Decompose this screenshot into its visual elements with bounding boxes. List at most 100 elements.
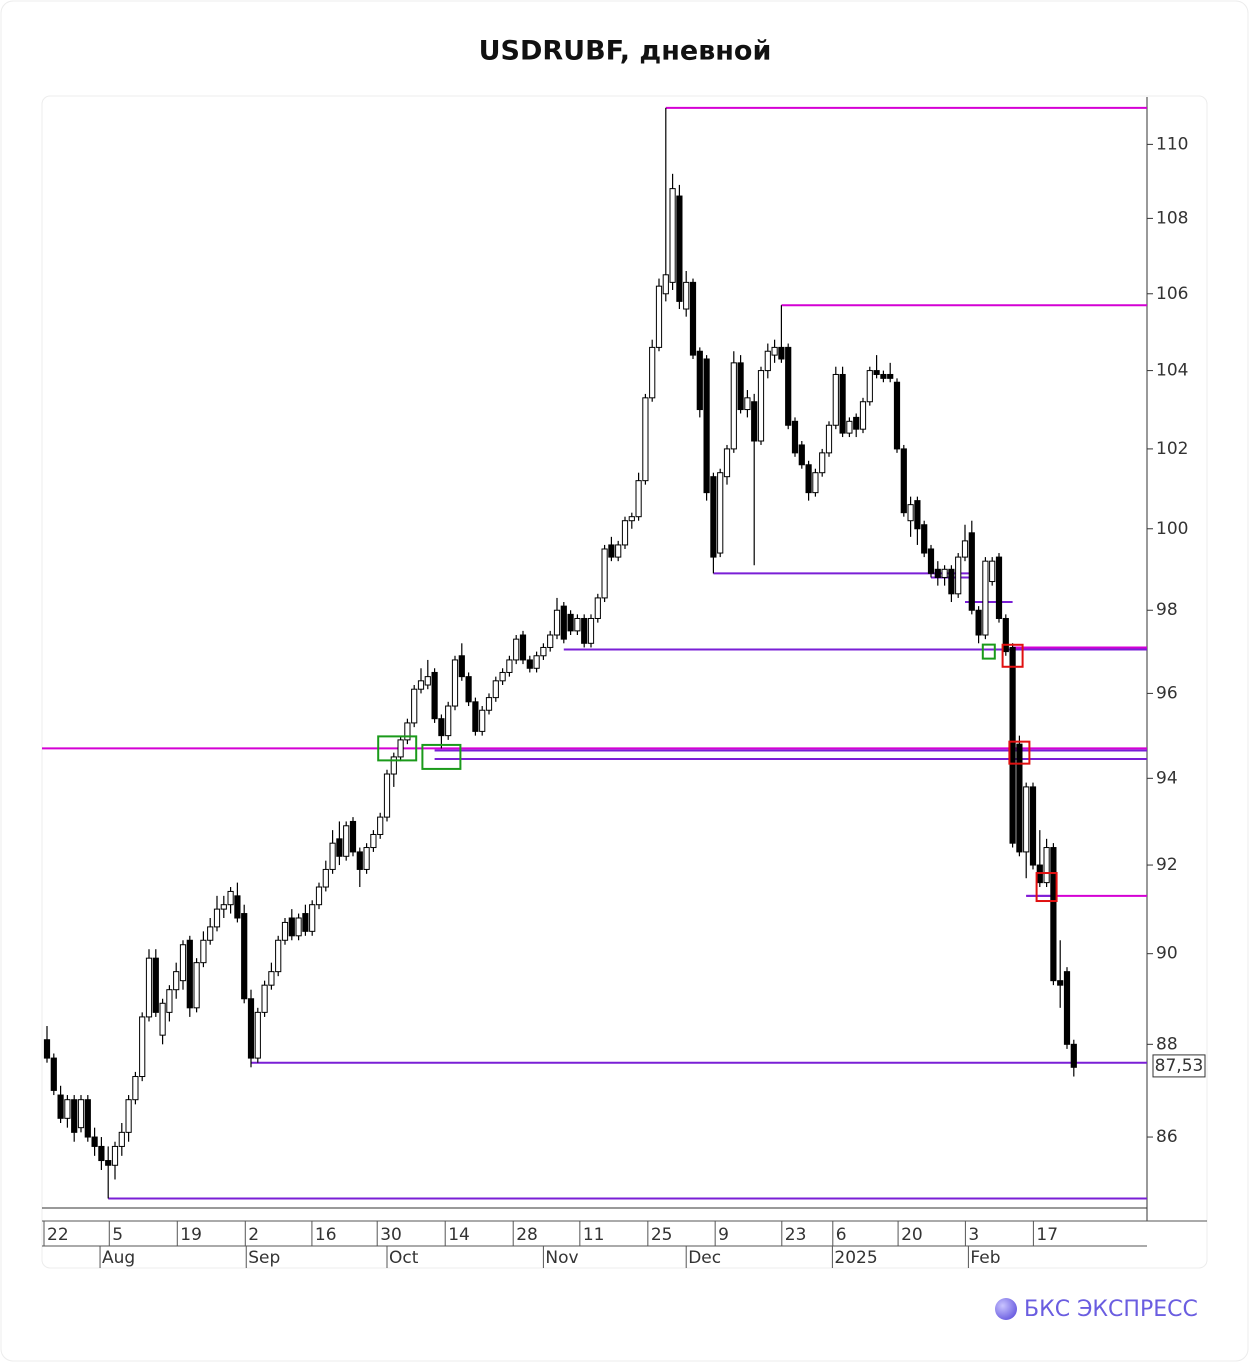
candle-body: [975, 609, 982, 636]
candle-body: [336, 838, 343, 857]
candle-body: [363, 847, 370, 870]
candle-body: [948, 568, 955, 595]
y-tick-label: 106: [1156, 284, 1188, 304]
x-tick-label: 19: [180, 1225, 202, 1245]
candle-body: [737, 362, 744, 411]
candle-body: [424, 676, 431, 686]
candle-body: [560, 605, 567, 640]
candle-body: [669, 188, 676, 283]
candle-body: [805, 464, 812, 494]
candle-body: [132, 1076, 139, 1101]
candle-body: [608, 544, 615, 558]
candle-body: [581, 617, 588, 644]
candle-body: [1023, 786, 1030, 853]
candle-body: [540, 646, 547, 657]
candle-body: [513, 638, 520, 661]
candle-body: [989, 560, 996, 583]
candle-body: [785, 346, 792, 426]
candle-body: [1057, 980, 1064, 986]
y-tick-label: 102: [1156, 439, 1188, 459]
candle-body: [1002, 617, 1009, 653]
candle-body: [275, 939, 282, 973]
candle-body: [50, 1057, 57, 1091]
candle-body: [812, 472, 819, 494]
highlight-box: [981, 643, 996, 660]
candle-body: [519, 634, 527, 661]
candle-body: [91, 1136, 98, 1147]
candle-body: [431, 671, 438, 720]
candle-body: [955, 556, 962, 595]
candle-body: [887, 373, 894, 379]
highlight-box: [1008, 740, 1031, 765]
y-tick-label: 94: [1156, 768, 1178, 788]
x-tick-label: 11: [583, 1225, 605, 1245]
candle-body: [125, 1099, 132, 1133]
y-tick-label: 90: [1156, 944, 1178, 964]
y-tick-label: 96: [1156, 683, 1178, 703]
candle-body: [995, 556, 1003, 619]
last-price-box: [1152, 1054, 1206, 1078]
month-label: Dec: [688, 1248, 721, 1268]
candle-body: [64, 1099, 71, 1119]
candle-body: [302, 913, 309, 932]
highlight-box: [1001, 643, 1024, 668]
candle-body: [683, 281, 690, 310]
brand: БКС ЭКСПРЕСС: [1024, 1297, 1198, 1322]
candle-body: [547, 634, 554, 648]
y-tick-label: 108: [1156, 208, 1188, 228]
x-tick-label: 25: [651, 1225, 673, 1245]
candle-body: [458, 655, 465, 678]
candle-body: [370, 833, 377, 849]
highlight-box: [421, 743, 462, 770]
y-tick-label: 86: [1156, 1127, 1178, 1147]
candle-body: [751, 401, 758, 442]
candle-body: [261, 984, 268, 1013]
month-label: Oct: [389, 1248, 419, 1268]
candle-body: [710, 476, 717, 558]
candle-body: [152, 957, 159, 1013]
candle-body: [234, 895, 241, 919]
candle-body: [655, 285, 663, 348]
candle-body: [1016, 743, 1023, 853]
candle-body: [628, 516, 635, 522]
candle-body: [166, 989, 173, 1013]
candle-body: [71, 1099, 78, 1133]
candle-body: [764, 350, 771, 372]
candle-body: [730, 362, 737, 450]
candle-body: [574, 617, 581, 632]
candle-body: [506, 659, 513, 673]
x-tick-label: 22: [47, 1225, 69, 1245]
x-tick-label: 30: [380, 1225, 402, 1245]
month-label: Aug: [102, 1248, 135, 1268]
candle-body: [893, 381, 901, 450]
candle-body: [696, 350, 703, 411]
candle-body: [254, 1011, 261, 1059]
candle-body: [798, 444, 805, 466]
last-price-label: 87,53: [1155, 1056, 1204, 1076]
candle-body: [43, 1039, 51, 1059]
candle-body: [615, 544, 622, 558]
candle-body: [621, 520, 629, 546]
candle-body: [676, 195, 683, 302]
candle-body: [934, 568, 941, 578]
y-tick-label: 110: [1156, 134, 1188, 154]
candle-body: [485, 697, 493, 711]
candle-body: [825, 424, 833, 454]
candle-body: [853, 416, 860, 430]
candle-body: [594, 597, 601, 619]
brand-logo: [995, 1298, 1017, 1320]
month-label: Feb: [970, 1248, 1000, 1268]
candle-body: [757, 370, 765, 442]
candle-body: [778, 346, 785, 360]
candle-body: [186, 939, 193, 1009]
candle-body: [111, 1145, 119, 1166]
month-label: 2025: [834, 1248, 877, 1268]
candle-body: [649, 346, 656, 399]
candle-body: [567, 613, 574, 632]
x-tick-label: 9: [718, 1225, 729, 1245]
candle-body: [900, 448, 907, 514]
candle-body: [832, 373, 839, 426]
candle-body: [744, 397, 751, 411]
candle-body: [635, 480, 642, 518]
candle-body: [961, 540, 969, 558]
